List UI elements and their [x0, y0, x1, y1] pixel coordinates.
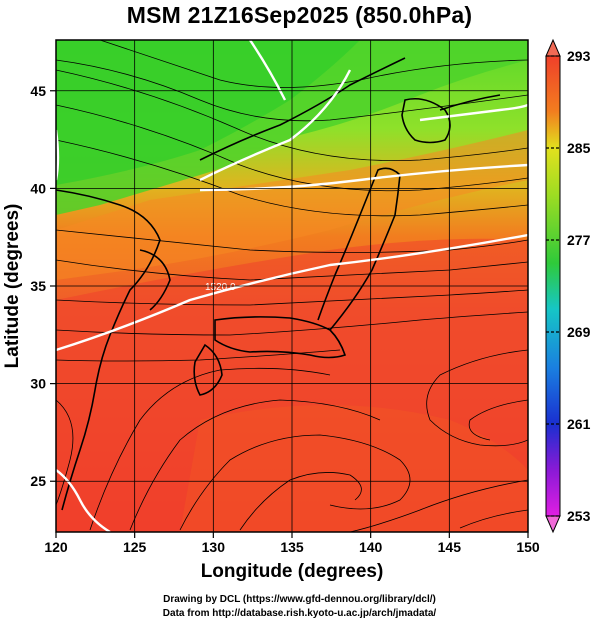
x-tick-label-135: 135	[280, 539, 304, 555]
colorbar-label-261: 261	[567, 416, 591, 432]
colorbar-label-293: 293	[567, 48, 591, 64]
map-title: MSM 21Z16Sep2025 (850.0hPa)	[126, 2, 473, 28]
credit-line-data: Data from http://database.rish.kyoto-u.a…	[162, 608, 437, 619]
colorbar-label-277: 277	[567, 232, 591, 248]
x-axis-label: Longitude (degrees)	[201, 561, 384, 582]
x-tick-label-125: 125	[123, 539, 147, 555]
x-tick-label-140: 140	[359, 539, 383, 555]
x-axis-ticks: 120 125 130 135 140 145 150	[44, 532, 540, 555]
colorbar-min-arrow	[545, 515, 561, 534]
x-tick-label-120: 120	[44, 539, 68, 555]
lat-lon-grid	[56, 40, 528, 532]
colorbar-label-253: 253	[567, 508, 591, 524]
y-axis-ticks: 25 30 35 40 45	[30, 83, 56, 489]
y-tick-label-35: 35	[30, 278, 46, 294]
y-tick-label-30: 30	[30, 376, 46, 392]
y-tick-label-25: 25	[30, 473, 46, 489]
contour-label: 1520.0	[205, 282, 236, 293]
x-tick-label-130: 130	[202, 539, 226, 555]
x-tick-label-150: 150	[516, 539, 540, 555]
y-tick-label-45: 45	[30, 83, 46, 99]
colorbar-label-285: 285	[567, 140, 591, 156]
y-tick-label-40: 40	[30, 180, 46, 196]
x-tick-label-145: 145	[438, 539, 462, 555]
streamlines	[56, 40, 528, 532]
colorbar-max-arrow	[545, 38, 561, 57]
coastlines	[56, 57, 501, 511]
y-axis-label: Latitude (degrees)	[2, 204, 23, 369]
credit-line-dcl: Drawing by DCL (https://www.gfd-dennou.o…	[163, 594, 436, 605]
colorbar-label-269: 269	[567, 324, 591, 340]
colorbar: 293 285 277 269 261 253	[545, 38, 591, 534]
